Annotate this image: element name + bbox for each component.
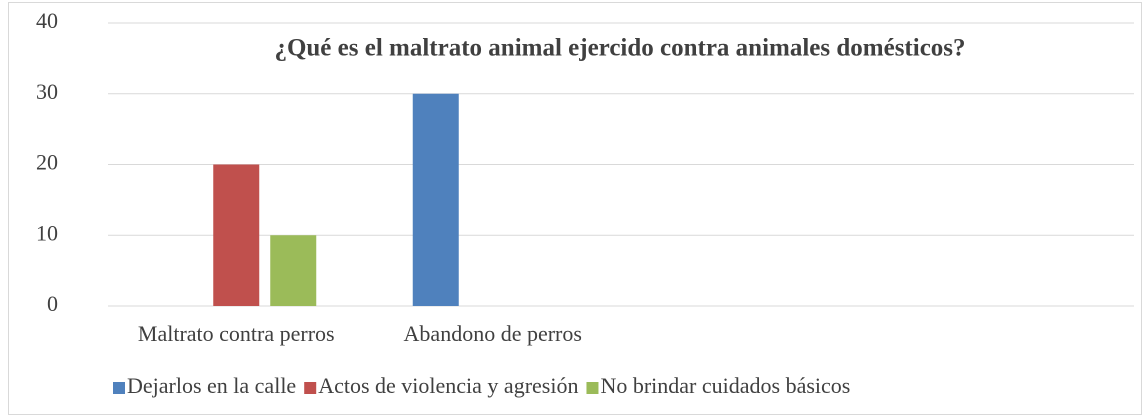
bar: [270, 235, 317, 306]
chart-border: [8, 2, 1142, 415]
legend-label: Actos de violencia y agresión: [318, 373, 578, 398]
chart-title: ¿Qué es el maltrato animal ejercido cont…: [274, 35, 965, 62]
y-tick-label: 0: [47, 291, 58, 316]
y-tick-label: 10: [36, 220, 58, 245]
legend-label: Dejarlos en la calle: [127, 373, 296, 398]
bar: [412, 93, 459, 306]
legend-swatch: [304, 382, 317, 394]
y-tick-label: 20: [36, 150, 58, 175]
legend-label: No brindar cuidados básicos: [600, 373, 850, 398]
bar: [213, 164, 260, 306]
y-tick-label: 40: [36, 8, 58, 33]
legend-swatch: [586, 382, 599, 394]
x-tick-label: Abandono de perros: [404, 321, 582, 346]
y-tick-label: 30: [36, 79, 58, 104]
x-tick-label: Maltrato contra perros: [138, 321, 335, 346]
legend-swatch: [113, 382, 125, 394]
